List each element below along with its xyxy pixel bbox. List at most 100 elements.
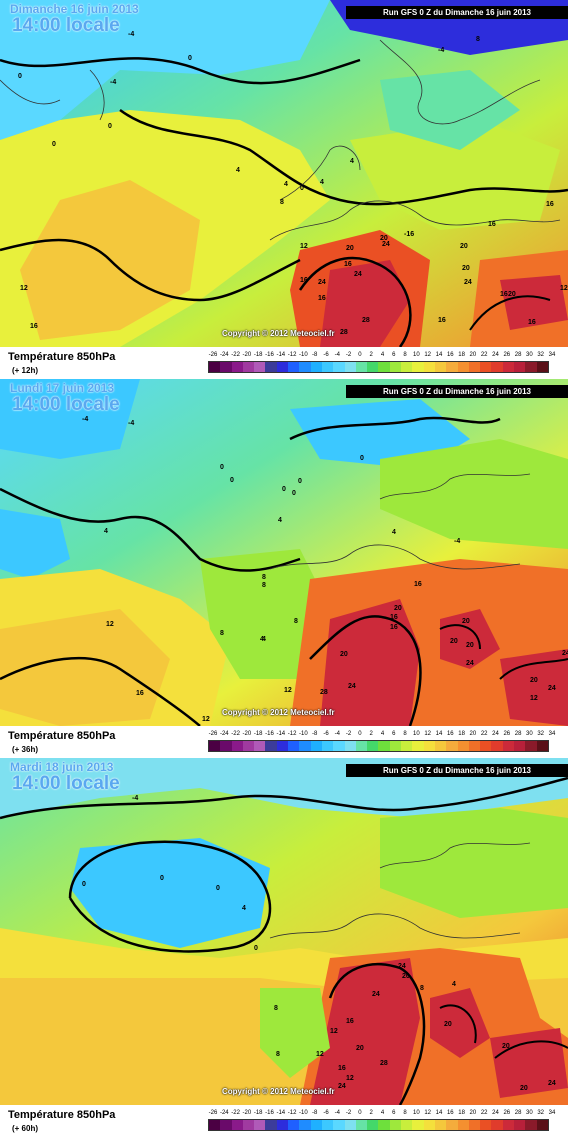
isotherm-label: 0 bbox=[220, 464, 224, 471]
scale-swatch bbox=[468, 741, 481, 751]
isotherm-label: -4 bbox=[454, 538, 460, 545]
scale-tick: -20 bbox=[242, 731, 252, 737]
forecast-local-time: 14:00 locale bbox=[12, 15, 120, 36]
scale-swatch bbox=[355, 1120, 368, 1130]
isotherm-label: 20 bbox=[340, 651, 348, 658]
isotherm-label: 20 bbox=[462, 265, 470, 272]
scale-swatch bbox=[446, 1120, 458, 1130]
isotherm-label: 0 bbox=[82, 881, 86, 888]
isotherm-label: -16 bbox=[404, 231, 414, 238]
scale-tick: 24 bbox=[492, 731, 499, 737]
isotherm-label: 4 bbox=[350, 158, 354, 165]
scale-swatch bbox=[401, 1120, 413, 1130]
isotherm-label: 16 bbox=[438, 317, 446, 324]
scale-swatch bbox=[468, 1120, 481, 1130]
isotherm-label: 16 bbox=[344, 261, 352, 268]
scale-tick: 28 bbox=[514, 1110, 522, 1116]
scale-swatch bbox=[434, 1120, 447, 1130]
scale-tick: 6 bbox=[392, 731, 396, 737]
scale-tick: 24 bbox=[492, 352, 499, 358]
scale-swatch bbox=[321, 362, 334, 372]
legend-title: Température 850hPa bbox=[8, 1109, 116, 1121]
scale-swatch bbox=[389, 741, 402, 751]
forecast-lead-time: (+ 12h) bbox=[12, 366, 39, 375]
scale-tick: 10 bbox=[413, 731, 420, 737]
scale-swatch bbox=[367, 1120, 379, 1130]
scale-tick: 2 bbox=[369, 352, 373, 358]
scale-tick: 10 bbox=[413, 1110, 420, 1116]
isotherm-label: 16 bbox=[136, 690, 144, 697]
isotherm-label: 4 bbox=[260, 636, 264, 643]
scale-tick: 14 bbox=[435, 1110, 443, 1116]
isotherm-label: 0 bbox=[292, 490, 296, 497]
scale-swatch bbox=[265, 1120, 277, 1130]
isotherm-label: 16 bbox=[390, 614, 398, 621]
scale-tick: -18 bbox=[253, 1110, 263, 1116]
scale-swatch bbox=[209, 362, 221, 372]
scale-swatch bbox=[299, 741, 311, 751]
isotherm-label: 16 bbox=[414, 581, 422, 588]
scale-swatch bbox=[344, 1120, 356, 1130]
scale-tick: 24 bbox=[492, 1110, 499, 1116]
isotherm-label: 20 bbox=[444, 1021, 452, 1028]
scale-swatch bbox=[401, 741, 413, 751]
forecast-lead-time: (+ 60h) bbox=[12, 1124, 39, 1133]
isotherm-label: -4 bbox=[128, 420, 134, 427]
scale-tick: -12 bbox=[287, 1110, 297, 1116]
scale-tick: 10 bbox=[413, 352, 420, 358]
isotherm-labels-2: -4-4000000444-48412162020162024202024282… bbox=[82, 416, 568, 723]
scale-swatch bbox=[310, 362, 322, 372]
scale-swatch bbox=[480, 741, 492, 751]
isotherm-label: 8 bbox=[294, 618, 298, 625]
isotherm-label: 8 bbox=[274, 1005, 278, 1012]
isotherm-label: 16 bbox=[30, 323, 38, 330]
scale-swatch bbox=[220, 362, 232, 372]
scale-tick: -14 bbox=[276, 352, 286, 358]
scale-swatch bbox=[333, 741, 345, 751]
isotherm-label: 20 bbox=[402, 973, 410, 980]
forecast-panel-3: -4 0 0 0 4 0 4 8 24 20 20 20 24 28 16 12 12 16 20 24 24 8 12 20… bbox=[0, 758, 568, 1137]
forecast-panel-2: -4 -4 0 0 0 0 0 0 4 4 4 -4 8 4 12 16 20 20 16 20 24 20 20 24 28 2… bbox=[0, 379, 568, 758]
scale-swatch bbox=[310, 741, 322, 751]
isotherm-label: 0 bbox=[160, 875, 164, 882]
scale-swatch bbox=[276, 741, 289, 751]
isotherm-label: 12 bbox=[316, 1051, 324, 1058]
isotherm-label: 24 bbox=[338, 1083, 346, 1090]
scale-swatch bbox=[242, 741, 255, 751]
scale-tick: 0 bbox=[358, 1110, 362, 1116]
scale-tick: 6 bbox=[392, 1110, 396, 1116]
scale-swatch bbox=[502, 362, 515, 372]
isotherm-label: 12 bbox=[20, 285, 28, 292]
legend-bar-3: Température 850hPa (+ 60h) -26 -24 -22 -20-… bbox=[0, 1105, 568, 1137]
isotherm-label: 8 bbox=[262, 574, 266, 581]
scale-tick: 2 bbox=[369, 1110, 373, 1116]
isotherm-label: -4 bbox=[82, 416, 88, 423]
scale-tick: 4 bbox=[380, 1110, 385, 1116]
scale-tick: 18 bbox=[458, 731, 465, 737]
isotherm-label: 0 bbox=[298, 478, 302, 485]
scale-tick: -16 bbox=[265, 352, 274, 358]
scale-swatch bbox=[423, 1120, 435, 1130]
isotherm-label: 24 bbox=[464, 279, 472, 286]
scale-swatch bbox=[276, 1120, 289, 1130]
scale-swatch bbox=[434, 741, 447, 751]
scale-swatch bbox=[265, 362, 277, 372]
scale-tick: 26 bbox=[503, 731, 511, 737]
scale-swatch bbox=[423, 741, 435, 751]
isotherm-label: 12 bbox=[330, 1028, 338, 1035]
isotherm-label: 24 bbox=[466, 660, 474, 667]
scale-tick: 18 bbox=[458, 352, 465, 358]
isotherm-label: 28 bbox=[362, 317, 370, 324]
scale-ticks: -26 -24 -22 -20 -18 -16 -14 -12 -10 -8 -6 -4 -2 0 2 4 6 8… bbox=[208, 731, 558, 740]
scale-tick: -4 bbox=[334, 1110, 340, 1116]
isotherm-label: 28 bbox=[380, 1060, 388, 1067]
run-label: Run GFS 0 Z du Dimanche 16 juin 2013 bbox=[346, 385, 568, 398]
scale-swatch bbox=[412, 741, 424, 751]
isotherm-label: 16 bbox=[500, 291, 508, 298]
scale-tick: -10 bbox=[299, 731, 308, 737]
isotherm-label: 24 bbox=[348, 683, 356, 690]
legend-title: Température 850hPa bbox=[8, 351, 116, 363]
isotherm-label: 20 bbox=[508, 291, 516, 298]
scale-swatch bbox=[389, 1120, 402, 1130]
scale-swatch bbox=[536, 1120, 548, 1130]
